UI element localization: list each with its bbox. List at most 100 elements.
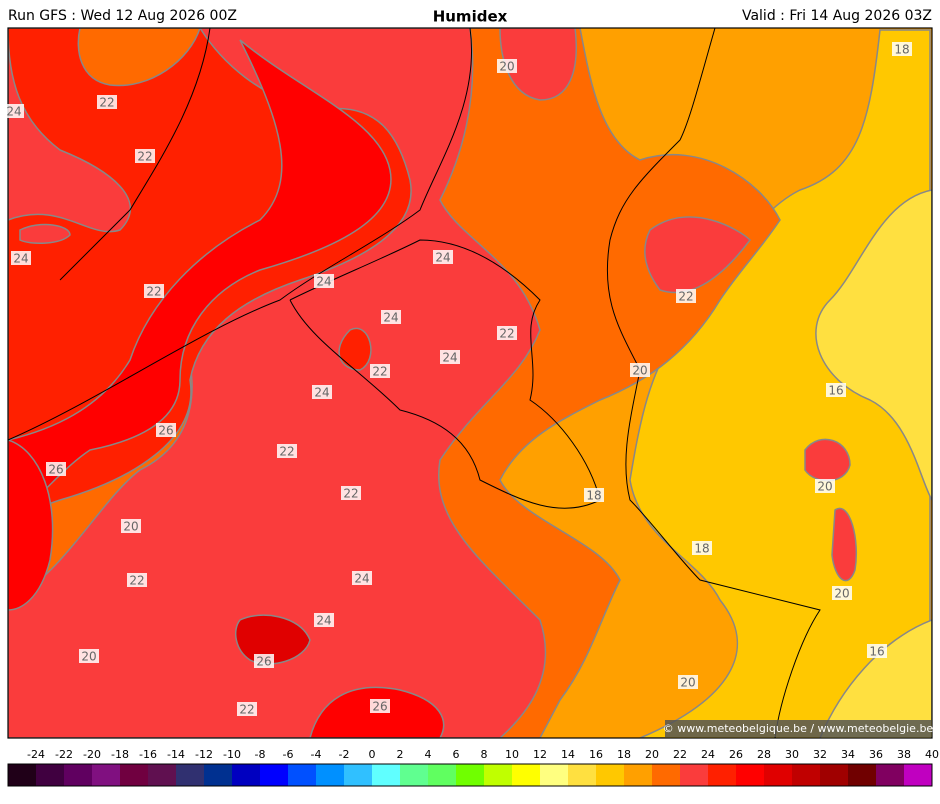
colorbar-swatch [484,764,513,786]
colorbar-swatch [904,764,933,786]
colorbar-swatch [568,764,597,786]
contour-label-box [237,702,257,716]
zone-22-24 [804,438,851,482]
colorbar-swatch [456,764,485,786]
colorbar-tick-label: 2 [397,748,404,761]
colorbar-tick-label: 40 [925,748,939,761]
zone-above-26 [8,39,392,521]
contour-label-box [121,519,141,533]
colorbar-tick-label: -24 [27,748,45,761]
zone-22-24 [19,223,71,245]
colorbar-swatch [708,764,737,786]
contour-label-box [497,59,517,73]
contour-label-box [144,284,164,298]
colorbar-tick-label: 6 [453,748,460,761]
colorbar-swatch [736,764,765,786]
colorbar-swatch [344,764,373,786]
contour-label: 18 [694,542,709,556]
colorbar-swatch [64,764,93,786]
contour-label: 24 [442,351,457,365]
contour-label: 26 [256,655,271,669]
colorbar-tick-label: -22 [55,748,73,761]
contour-labels: 24 22 22 20 18 24 22 24 24 24 22 24 22 22 20 24 16 26 22 26… [4,42,912,717]
colorbar-tick-label: -20 [83,748,101,761]
contour-label: 22 [372,365,387,379]
contour-label: 22 [343,487,358,501]
colorbar-frame [7,763,933,787]
contour-label-box [277,444,297,458]
contour-label: 20 [834,587,849,601]
contour-label-box [312,385,332,399]
colorbar-swatch [540,764,569,786]
contour-label-box [815,479,835,493]
contour-label-box [433,250,453,264]
run-info: Run GFS : Wed 12 Aug 2026 00Z [8,8,237,24]
colorbar-swatch [260,764,289,786]
colorbar-tick-label: 38 [897,748,911,761]
coastline [59,27,211,281]
contour-label-box [826,383,846,397]
contour-label: 24 [6,105,21,119]
zone-above-26 [234,614,311,665]
contour-label: 26 [48,463,63,477]
contour-label: 22 [239,703,254,717]
colorbar-tick-label: 24 [701,748,715,761]
colorbar-tick-label: -16 [139,748,157,761]
colorbar-swatch [764,764,793,786]
colorbar-swatch [624,764,653,786]
contour-label-box [867,644,887,658]
contour-label-box [254,654,274,668]
colorbar-tick-label: 8 [481,748,488,761]
colorbar-tick-label: -6 [283,748,294,761]
border [606,27,821,739]
zone-24-26 [338,327,372,371]
colorbar-swatch [204,764,233,786]
contour-label-box [381,310,401,324]
zone-20-22 [77,28,201,87]
contour-label-box [678,675,698,689]
zone-below-16 [815,189,932,502]
contour-label-box [156,423,176,437]
colorbar-swatch [400,764,429,786]
contour-label-box [440,350,460,364]
colorbar-tick-label: 14 [561,748,575,761]
contour-label: 22 [279,445,294,459]
map [8,28,932,738]
colorbar-swatch [372,764,401,786]
contour-label-box [341,486,361,500]
contour-label: 24 [314,386,329,400]
contour-label: 24 [354,572,369,586]
colorbar-swatch [232,764,261,786]
zone-22-24 [644,216,751,294]
colorbar-swatch [876,764,905,786]
colorbar-swatch [316,764,345,786]
colorbar-tick-label: 34 [841,748,855,761]
contour-label-box [630,363,650,377]
contour-label: 22 [146,285,161,299]
contour-label: 24 [316,614,331,628]
contour-label-box [370,699,390,713]
contour-label: 26 [372,700,387,714]
contour-label: 16 [869,645,884,659]
contour-label: 24 [316,275,331,289]
colorbar-swatch [288,764,317,786]
colorbar-swatch [92,764,121,786]
colorbar-tick-label: 26 [729,748,743,761]
valid-info: Valid : Fri 14 Aug 2026 03Z [742,8,932,24]
contour-label: 18 [894,43,909,57]
colorbar-swatch [512,764,541,786]
map-frame [7,27,933,739]
colorbar-swatch [120,764,149,786]
colorbar-tick-label: 10 [505,748,519,761]
colorbar-tick-label: 22 [673,748,687,761]
contour-label: 20 [817,480,832,494]
contour-label: 22 [499,327,514,341]
contour-label-box [352,571,372,585]
contour-label: 22 [129,574,144,588]
contour-label: 22 [137,150,152,164]
contour-label-box [584,488,604,502]
coastline [7,27,472,441]
contour-label: 24 [13,252,28,266]
contour-label-box [127,573,147,587]
contour-label: 16 [828,384,843,398]
